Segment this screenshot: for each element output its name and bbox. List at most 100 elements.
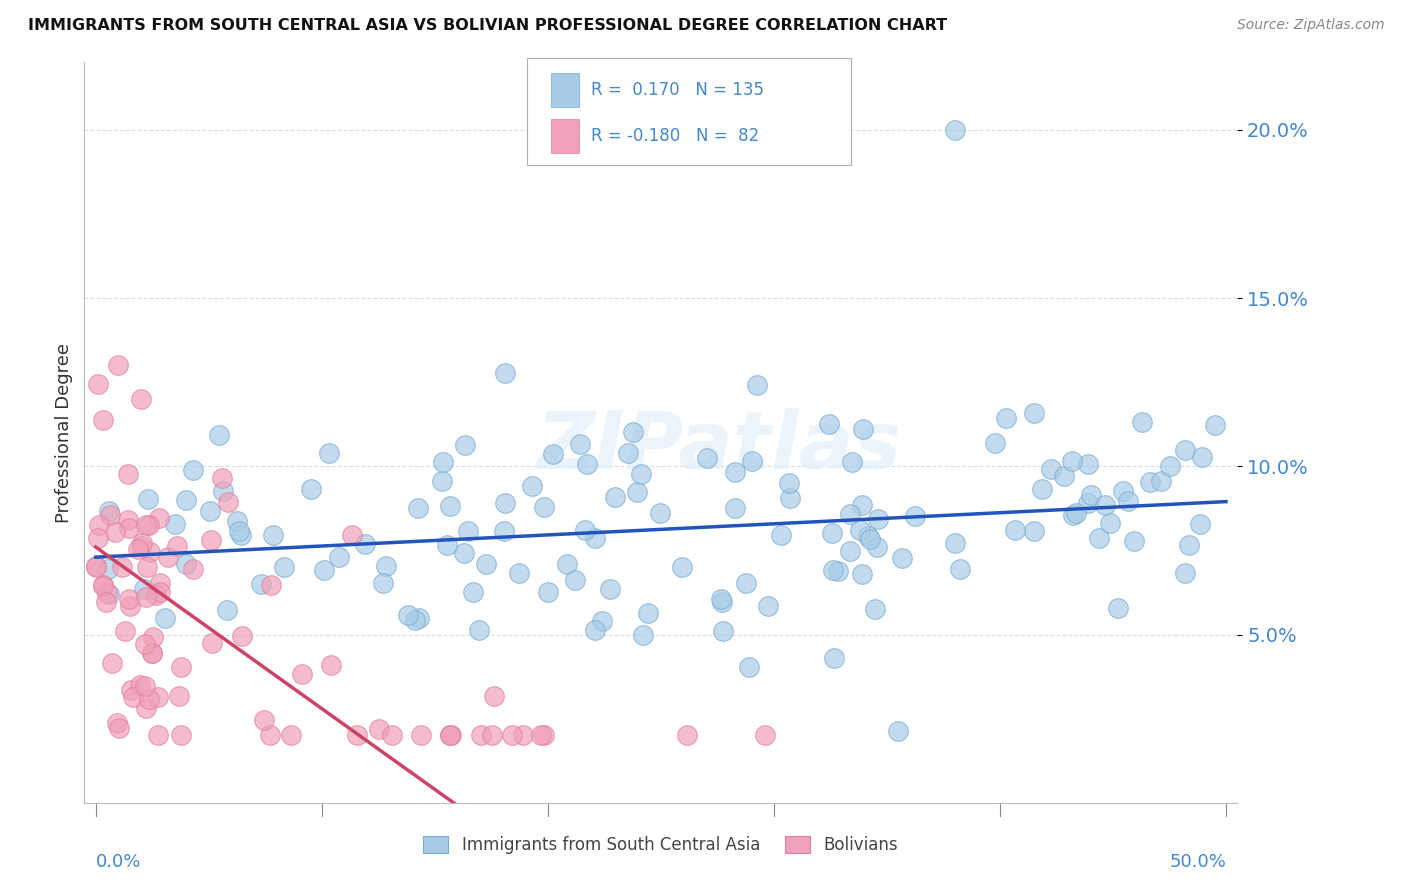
Point — [167, 690, 190, 704]
Point — [494, 524, 516, 538]
Point — [432, 455, 454, 469]
Point — [170, 660, 193, 674]
Point — [1004, 523, 1026, 537]
Point — [863, 602, 886, 616]
Point — [1112, 484, 1135, 499]
Point — [453, 546, 475, 560]
Point — [711, 624, 734, 638]
Point — [141, 646, 163, 660]
Point — [138, 691, 160, 706]
Point — [408, 611, 430, 625]
Point — [117, 467, 139, 482]
Point — [291, 667, 314, 681]
Point — [778, 475, 800, 490]
Point — [86, 532, 108, 546]
Point — [436, 538, 458, 552]
Point — [117, 521, 139, 535]
Point — [1159, 458, 1181, 473]
Point — [96, 595, 118, 609]
Point — [1024, 524, 1046, 538]
Point — [1191, 450, 1213, 464]
Point — [174, 557, 197, 571]
Point — [891, 551, 914, 566]
Point — [148, 511, 170, 525]
Point — [328, 550, 350, 565]
Point — [1077, 457, 1099, 471]
Point — [91, 578, 114, 592]
Point — [904, 508, 927, 523]
Point — [747, 377, 769, 392]
Point — [533, 729, 555, 743]
Point — [711, 595, 734, 609]
Point — [821, 525, 844, 540]
Point — [856, 529, 879, 543]
Point — [710, 592, 733, 607]
Point — [135, 517, 157, 532]
Point — [107, 359, 129, 373]
Point — [198, 504, 221, 518]
Point — [228, 524, 250, 538]
Point — [453, 438, 475, 452]
Point — [1174, 566, 1197, 580]
Point — [1077, 496, 1099, 510]
Point — [91, 413, 114, 427]
Point — [1088, 531, 1111, 545]
Point — [741, 454, 763, 468]
Point — [439, 729, 461, 743]
Point — [156, 550, 179, 565]
Point — [457, 524, 479, 538]
Text: R =  0.170   N = 135: R = 0.170 N = 135 — [591, 81, 763, 99]
Point — [181, 463, 204, 477]
Point — [724, 466, 747, 480]
Point — [841, 455, 863, 469]
Point — [135, 700, 157, 714]
Point — [887, 724, 910, 739]
Point — [852, 422, 875, 436]
Point — [1098, 516, 1121, 531]
Point — [675, 729, 697, 743]
Point — [120, 599, 142, 613]
Point — [207, 428, 229, 442]
Point — [522, 479, 544, 493]
Point — [96, 586, 118, 600]
Point — [430, 474, 453, 488]
Point — [637, 606, 659, 620]
Point — [569, 437, 592, 451]
Point — [135, 591, 157, 605]
Text: ZIPatlas: ZIPatlas — [536, 409, 901, 486]
Text: 0.0%: 0.0% — [96, 854, 141, 871]
Point — [1080, 488, 1102, 502]
Point — [260, 578, 283, 592]
Point — [406, 500, 429, 515]
Point — [631, 628, 654, 642]
Point — [533, 500, 555, 514]
Point — [259, 729, 281, 743]
Point — [501, 729, 523, 743]
Point — [121, 690, 143, 704]
Point — [564, 574, 586, 588]
Point — [396, 608, 419, 623]
Point — [353, 537, 375, 551]
Point — [346, 729, 368, 743]
Point — [170, 729, 193, 743]
Point — [111, 559, 134, 574]
Point — [1150, 474, 1173, 488]
Point — [114, 624, 136, 639]
Point — [181, 562, 204, 576]
Point — [626, 484, 648, 499]
Point — [1188, 517, 1211, 532]
Point — [262, 528, 284, 542]
Point — [225, 514, 247, 528]
Point — [1174, 443, 1197, 458]
Point — [314, 563, 336, 577]
Point — [342, 528, 364, 542]
Point — [273, 560, 295, 574]
Point — [859, 532, 882, 546]
Point — [120, 682, 142, 697]
Point — [129, 392, 152, 406]
Point — [139, 545, 162, 559]
Point — [481, 729, 503, 743]
Point — [821, 563, 844, 577]
Point — [217, 494, 239, 508]
Point — [231, 629, 253, 643]
